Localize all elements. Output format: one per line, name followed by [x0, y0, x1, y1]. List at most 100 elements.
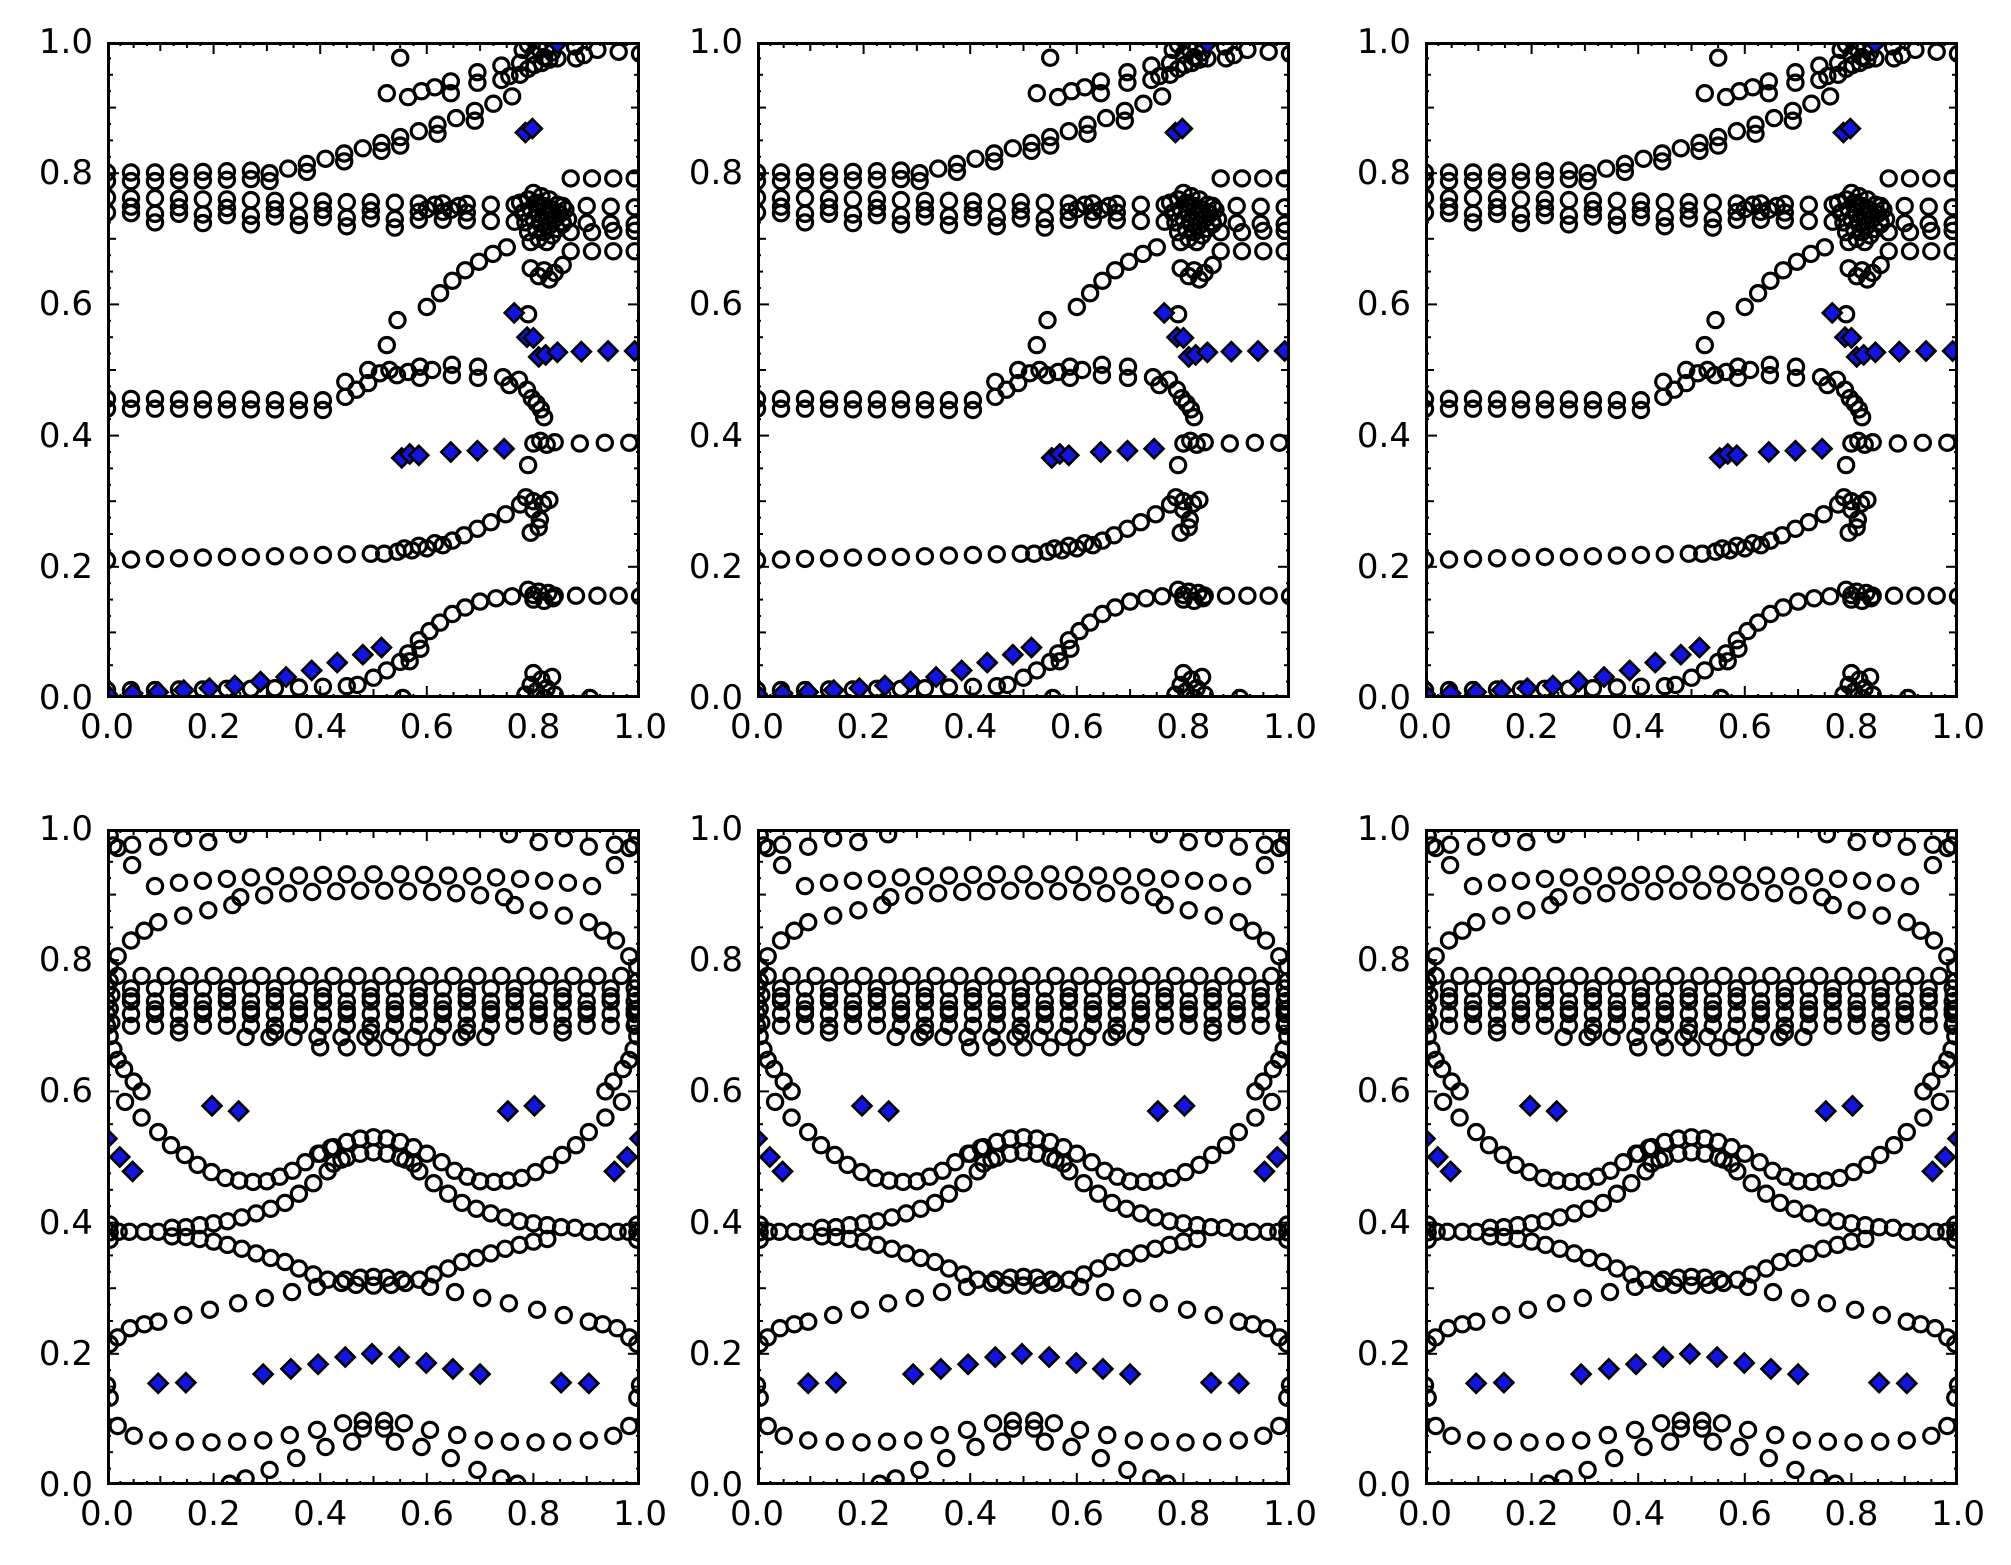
subplot-r1c1: 0.0 0.2 0.4 0.6 0.8 1.0 0.0 0.2 0.4 0.6 0.8 1.0	[689, 812, 1317, 1531]
y-tick-label: 0.2	[38, 546, 93, 587]
subplot-r1c2: 0.0 0.2 0.4 0.6 0.8 1.0 0.0 0.2 0.4 0.6 0.8 1.0	[1357, 812, 1985, 1531]
plot-area	[107, 42, 640, 698]
x-tick-label: 0.0	[729, 1494, 785, 1534]
y-tick-label: 0.4	[688, 1202, 743, 1243]
x-tick-label: 0.2	[1504, 1494, 1559, 1534]
circles-series	[757, 42, 1290, 698]
plot-area	[757, 42, 1290, 698]
axes-frame	[757, 829, 1290, 1485]
y-tick-label: 0.0	[1356, 678, 1411, 718]
y-tick-label: 0.0	[688, 1465, 743, 1505]
x-tick-label: 0.4	[1611, 707, 1666, 747]
y-tick-label: 0.4	[38, 1202, 93, 1243]
x-tick-label: 1.0	[1930, 707, 1986, 747]
x-tick-label: 0.4	[943, 707, 998, 747]
x-tick-label: 1.0	[1262, 707, 1318, 747]
circles-series	[107, 829, 640, 1485]
plot-area	[1425, 829, 1958, 1485]
x-tick-label: 0.8	[506, 1494, 561, 1534]
y-tick-label: 0.6	[1356, 1071, 1411, 1112]
plot-area	[107, 829, 640, 1485]
y-tick-label: 0.8	[38, 940, 93, 981]
y-tick-label: 1.0	[1356, 809, 1411, 849]
y-tick-label: 0.2	[1356, 1333, 1411, 1374]
x-tick-label: 0.2	[186, 1494, 241, 1534]
x-tick-label: 0.2	[186, 707, 241, 747]
y-tick-label: 1.0	[38, 809, 93, 849]
x-tick-label: 0.6	[399, 707, 454, 747]
diamonds-series	[107, 1094, 640, 1395]
x-tick-label: 0.0	[79, 1494, 135, 1534]
subplot-r0c0: 0.0 0.2 0.4 0.6 0.8 1.0 0.0 0.2 0.4 0.6 0.8 1.0	[39, 25, 667, 744]
y-tick-label: 0.6	[688, 284, 743, 325]
x-tick-label: 0.8	[1824, 1494, 1879, 1534]
subplot-r0c1: 0.0 0.2 0.4 0.6 0.8 1.0 0.0 0.2 0.4 0.6 0.8 1.0	[689, 25, 1317, 744]
subplot-r1c0: 0.0 0.2 0.4 0.6 0.8 1.0 0.0 0.2 0.4 0.6 0.8 1.0	[39, 812, 667, 1531]
x-tick-label: 0.2	[836, 1494, 891, 1534]
x-tick-label: 0.6	[399, 1494, 454, 1534]
y-tick-label: 0.0	[38, 1465, 93, 1505]
diamonds-series	[1425, 42, 1958, 698]
y-tick-label: 0.8	[688, 153, 743, 194]
circles-series	[1425, 42, 1958, 698]
x-tick-label: 0.6	[1717, 707, 1772, 747]
y-tick-label: 1.0	[38, 22, 93, 62]
y-tick-label: 0.8	[38, 153, 93, 194]
circles-series	[107, 42, 640, 698]
y-tick-label: 0.4	[688, 415, 743, 456]
diamonds-series	[757, 42, 1290, 698]
y-tick-label: 0.8	[1356, 153, 1411, 194]
x-tick-label: 0.0	[1397, 1494, 1453, 1534]
plot-area	[1425, 42, 1958, 698]
axes-frame	[1425, 829, 1958, 1485]
diamonds-series	[1425, 1094, 1958, 1395]
x-tick-label: 0.0	[1397, 707, 1453, 747]
y-tick-label: 0.2	[38, 1333, 93, 1374]
y-tick-label: 1.0	[688, 22, 743, 62]
y-tick-label: 0.0	[38, 678, 93, 718]
y-tick-label: 0.2	[688, 546, 743, 587]
circles-series	[757, 829, 1290, 1485]
x-tick-label: 0.0	[729, 707, 785, 747]
x-tick-label: 0.4	[293, 1494, 348, 1534]
x-tick-label: 1.0	[1930, 1494, 1986, 1534]
x-tick-label: 0.8	[506, 707, 561, 747]
axes-frame	[1425, 42, 1958, 698]
x-tick-label: 0.8	[1824, 707, 1879, 747]
y-tick-label: 0.2	[1356, 546, 1411, 587]
subplot-r0c2: 0.0 0.2 0.4 0.6 0.8 1.0 0.0 0.2 0.4 0.6 0.8 1.0	[1357, 25, 1985, 744]
x-tick-label: 0.4	[943, 1494, 998, 1534]
axes-frame	[757, 42, 1290, 698]
y-tick-label: 0.6	[1356, 284, 1411, 325]
x-tick-label: 0.8	[1156, 707, 1211, 747]
x-tick-label: 0.0	[79, 707, 135, 747]
circles-series	[1425, 829, 1958, 1485]
plot-area	[757, 829, 1290, 1485]
y-tick-label: 0.4	[38, 415, 93, 456]
y-tick-label: 0.2	[688, 1333, 743, 1374]
x-tick-label: 0.6	[1049, 1494, 1104, 1534]
x-tick-label: 1.0	[612, 1494, 668, 1534]
x-tick-label: 0.4	[1611, 1494, 1666, 1534]
y-tick-label: 0.6	[688, 1071, 743, 1112]
y-tick-label: 0.4	[1356, 1202, 1411, 1243]
x-tick-label: 0.2	[836, 707, 891, 747]
y-tick-label: 0.8	[1356, 940, 1411, 981]
x-tick-label: 0.6	[1717, 1494, 1772, 1534]
y-tick-label: 1.0	[688, 809, 743, 849]
axes-frame	[107, 829, 640, 1485]
x-tick-label: 0.8	[1156, 1494, 1211, 1534]
y-tick-label: 0.6	[38, 1071, 93, 1112]
x-tick-label: 1.0	[1262, 1494, 1318, 1534]
diamonds-series	[107, 42, 640, 698]
y-tick-label: 0.8	[688, 940, 743, 981]
x-tick-label: 0.4	[293, 707, 348, 747]
y-tick-label: 0.6	[38, 284, 93, 325]
x-tick-label: 0.6	[1049, 707, 1104, 747]
x-tick-label: 0.2	[1504, 707, 1559, 747]
axes-frame	[107, 42, 640, 698]
diamonds-series	[757, 1094, 1290, 1395]
y-tick-label: 1.0	[1356, 22, 1411, 62]
y-tick-label: 0.0	[688, 678, 743, 718]
